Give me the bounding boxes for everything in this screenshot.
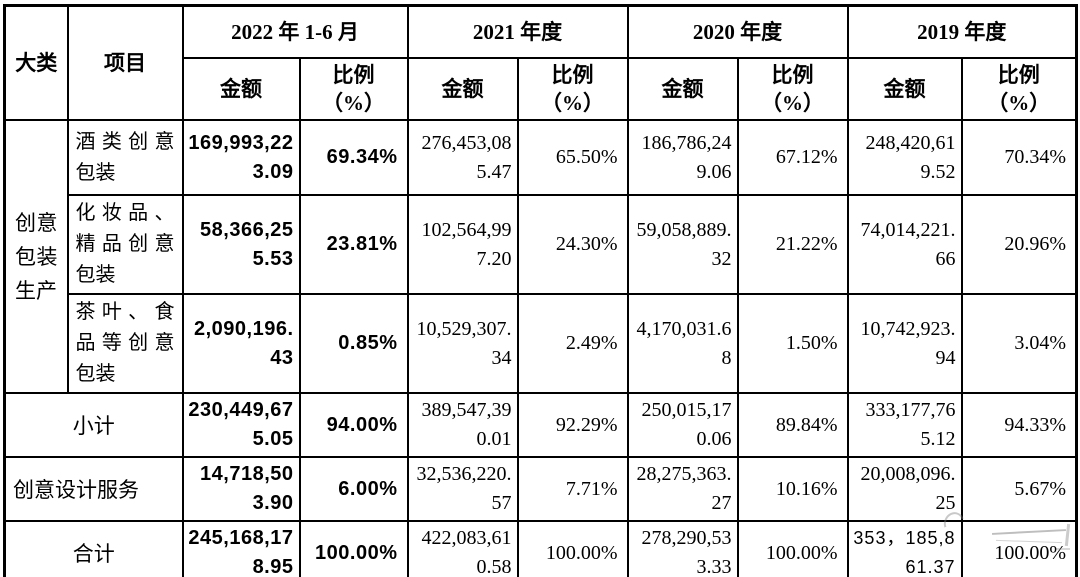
ratio-cell: 100.00% [516, 520, 629, 577]
header-ratio-2021: 比例 （%） [516, 56, 629, 122]
header-amount-2021: 金额 [406, 56, 519, 122]
table-row: 小计 230,449,675.05 94.00% 389,547,390.01 … [3, 392, 1078, 459]
ratio-cell: 2.49% [516, 293, 629, 395]
ratio-cell: 7.71% [516, 456, 629, 523]
amount-cell: 20,008,096.25 [846, 456, 963, 523]
ratio-label-line2: （%） [322, 90, 385, 115]
ratio-cell: 1.50% [736, 293, 849, 395]
header-amount-2019: 金额 [846, 56, 963, 122]
ratio-cell: 0.85% [298, 293, 409, 395]
amount-cell: 74,014,221.66 [846, 194, 963, 296]
amount-cell: 353，185,861.37 [846, 520, 963, 577]
amount-cell: 4,170,031.68 [626, 293, 739, 395]
amount-cell: 102,564,997.20 [406, 194, 519, 296]
item-cell: 茶叶、食品等创意包装 [66, 293, 184, 395]
amount-cell: 248,420,619.52 [846, 119, 963, 197]
header-ratio-2020: 比例 （%） [736, 56, 849, 122]
amount-cell: 245,168,178.95 [181, 520, 301, 577]
amount-cell: 169,993,223.09 [181, 119, 301, 197]
ratio-label-line2: （%） [541, 90, 604, 115]
amount-cell: 230,449,675.05 [181, 392, 301, 459]
service-row-label: 创意设计服务 [3, 456, 184, 523]
header-period-2022: 2022 年 1-6 月 [181, 4, 409, 59]
amount-cell: 278,290,533.33 [626, 520, 739, 577]
table-row: 创意设计服务 14,718,503.90 6.00% 32,536,220.57… [3, 456, 1078, 523]
ratio-cell: 5.67% [960, 456, 1078, 523]
amount-cell: 333,177,765.12 [846, 392, 963, 459]
header-amount-2022: 金额 [181, 56, 301, 122]
amount-cell: 10,742,923.94 [846, 293, 963, 395]
amount-cell: 276,453,085.47 [406, 119, 519, 197]
ratio-cell: 10.16% [736, 456, 849, 523]
amount-cell: 250,015,170.06 [626, 392, 739, 459]
item-cell: 酒类创意包装 [66, 119, 184, 197]
table-row: 创意包装生产 酒类创意包装 169,993,223.09 69.34% 276,… [3, 119, 1078, 395]
category-cell: 创意包装生产 [3, 119, 69, 395]
amount-cell: 422,083,610.58 [406, 520, 519, 577]
ratio-cell: 94.33% [960, 392, 1078, 459]
item-cell: 化妆品、精品创意包装 [66, 194, 184, 296]
header-category: 大类 [3, 4, 69, 122]
ratio-label-line2: （%） [987, 90, 1051, 115]
ratio-cell: 89.84% [736, 392, 849, 459]
ratio-cell: 65.50% [516, 119, 629, 197]
ratio-cell: 100.00% [736, 520, 849, 577]
ratio-label-line1: 比例 [551, 62, 594, 87]
ratio-cell: 24.30% [516, 194, 629, 296]
table-row: 化妆品、精品创意包装 58,366,255.53 23.81% 102,564,… [5, 194, 1078, 296]
amount-cell: 59,058,889.32 [626, 194, 739, 296]
ratio-cell: 3.04% [960, 293, 1078, 395]
ratio-cell: 100.00% [298, 520, 409, 577]
header-period-2020: 2020 年度 [626, 4, 849, 59]
ratio-label-line1: 比例 [332, 62, 375, 87]
ratio-label-line1: 比例 [771, 62, 814, 87]
amount-cell: 14,718,503.90 [181, 456, 301, 523]
ratio-cell: 21.22% [736, 194, 849, 296]
ratio-cell: 92.29% [516, 392, 629, 459]
ratio-label-line1: 比例 [997, 62, 1040, 87]
header-period-2019: 2019 年度 [846, 4, 1078, 59]
amount-cell: 2,090,196.43 [181, 293, 301, 395]
ratio-cell: 70.34% [960, 119, 1078, 197]
total-label: 合计 [3, 520, 184, 577]
ratio-cell: 23.81% [298, 194, 409, 296]
amount-cell: 389,547,390.01 [406, 392, 519, 459]
header-ratio-2022: 比例 （%） [298, 56, 409, 122]
header-ratio-2019: 比例 （%） [960, 56, 1078, 122]
ratio-cell: 69.34% [298, 119, 409, 197]
header-period-2021: 2021 年度 [406, 4, 629, 59]
revenue-breakdown-table: 大类 项目 2022 年 1-6 月 2021 年度 2020 年度 2019 … [3, 4, 1078, 577]
ratio-cell: 94.00% [298, 392, 409, 459]
amount-cell: 28,275,363.27 [626, 456, 739, 523]
amount-cell: 10,529,307.34 [406, 293, 519, 395]
amount-cell: 186,786,249.06 [626, 119, 739, 197]
header-item: 项目 [66, 4, 184, 122]
table-row: 合计 245,168,178.95 100.00% 422,083,610.58… [3, 520, 1078, 577]
amount-cell: 32,536,220.57 [406, 456, 519, 523]
table-row: 茶叶、食品等创意包装 2,090,196.43 0.85% 10,529,307… [5, 293, 1078, 395]
ratio-cell: 100.00% [960, 520, 1078, 577]
ratio-cell: 6.00% [298, 456, 409, 523]
ratio-cell: 67.12% [736, 119, 849, 197]
subtotal-label: 小计 [3, 392, 184, 459]
amount-cell: 58,366,255.53 [181, 194, 301, 296]
ratio-cell: 20.96% [960, 194, 1078, 296]
header-amount-2020: 金额 [626, 56, 739, 122]
ratio-label-line2: （%） [761, 90, 824, 115]
